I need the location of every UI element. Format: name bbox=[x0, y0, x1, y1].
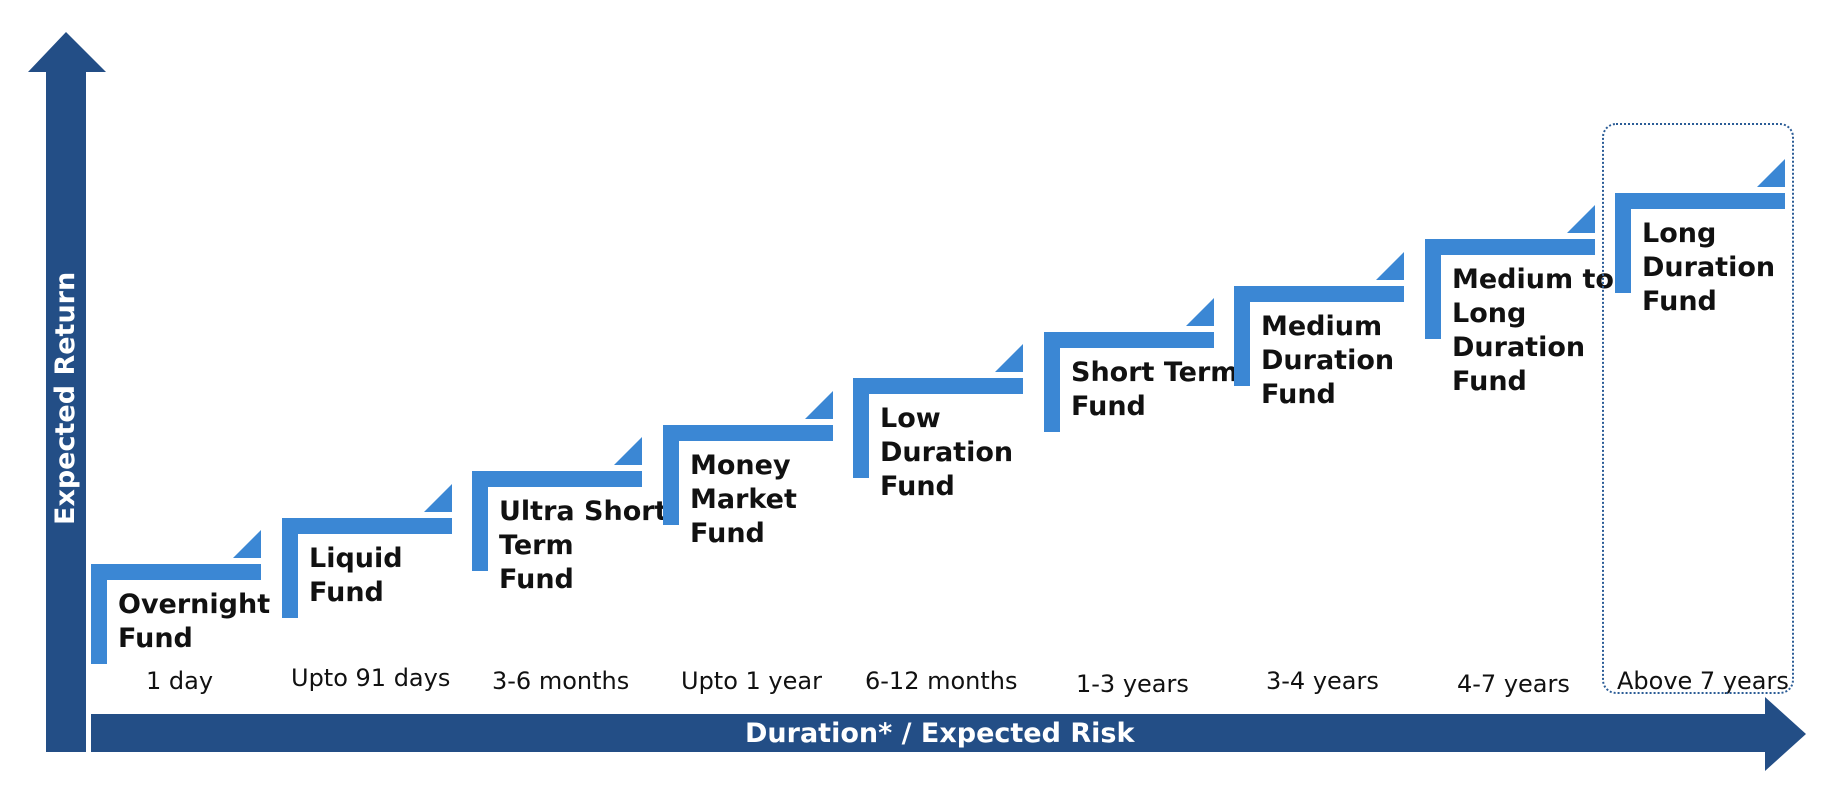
fund-name-line: Fund bbox=[880, 471, 955, 502]
step-corner-triangle bbox=[233, 530, 261, 558]
duration-label: Above 7 years bbox=[1617, 667, 1789, 695]
fund-name: Short Term Fund bbox=[1071, 356, 1238, 424]
fund-name: Liquid Fund bbox=[309, 542, 403, 610]
step-top-bar bbox=[1615, 193, 1785, 209]
step-corner-triangle bbox=[1567, 205, 1595, 233]
fund-name-line: Overnight bbox=[118, 589, 271, 620]
step-corner-triangle bbox=[1376, 252, 1404, 280]
step-corner-triangle bbox=[424, 484, 452, 512]
x-axis-arrow bbox=[91, 697, 1806, 771]
y-axis-title: Expected Return bbox=[50, 271, 81, 525]
fund-name-line: Fund bbox=[118, 623, 193, 654]
step-top-bar bbox=[282, 518, 452, 534]
fund-name: Money Market Fund bbox=[690, 449, 797, 551]
fund-name-line: Medium to bbox=[1452, 264, 1614, 295]
fund-name-line: Duration bbox=[1261, 345, 1395, 376]
fund-name-line: Fund bbox=[690, 518, 765, 549]
fund-name-line: Fund bbox=[1261, 379, 1336, 410]
step-corner-triangle bbox=[1757, 159, 1785, 187]
step-side-bar bbox=[1234, 286, 1250, 386]
fund-name-line: Duration bbox=[880, 437, 1014, 468]
duration-label: Upto 91 days bbox=[291, 664, 451, 692]
fund-name-line: Short Term bbox=[1071, 357, 1239, 388]
duration-label: 1-3 years bbox=[1076, 670, 1189, 698]
fund-name: Long Duration Fund bbox=[1642, 217, 1775, 319]
fund-name-line: Money bbox=[690, 450, 791, 481]
fund-name-line: Fund bbox=[1642, 286, 1717, 317]
fund-name-line: Long bbox=[1642, 218, 1717, 249]
duration-label: 6-12 months bbox=[865, 667, 1018, 695]
duration-label: 1 day bbox=[146, 667, 214, 695]
step-corner-triangle bbox=[805, 391, 833, 419]
y-axis-arrow bbox=[28, 32, 106, 752]
step-side-bar bbox=[663, 425, 679, 525]
duration-label: 3-4 years bbox=[1266, 667, 1379, 695]
fund-name-line: Medium bbox=[1261, 311, 1383, 342]
step-corner-triangle bbox=[1186, 298, 1214, 326]
step-side-bar bbox=[1044, 332, 1060, 432]
step-side-bar bbox=[853, 378, 869, 478]
fund-name-line: Duration bbox=[1642, 252, 1776, 283]
fund-name-line: Term bbox=[499, 530, 574, 561]
fund-name-line: Fund bbox=[499, 564, 574, 595]
step-corner-triangle bbox=[614, 437, 642, 465]
step-top-bar bbox=[663, 425, 833, 441]
step-top-bar bbox=[91, 564, 261, 580]
fund-name: Medium to Long Duration Fund bbox=[1452, 263, 1614, 399]
step-side-bar bbox=[472, 471, 488, 571]
step-corner-triangle bbox=[995, 344, 1023, 372]
fund-name: Low Duration Fund bbox=[880, 402, 1013, 504]
fund-name-line: Duration bbox=[1452, 332, 1586, 363]
duration-label: 4-7 years bbox=[1457, 670, 1570, 698]
duration-label: Upto 1 year bbox=[681, 667, 822, 695]
step-side-bar bbox=[282, 518, 298, 618]
step-top-bar bbox=[472, 471, 642, 487]
step-top-bar bbox=[1044, 332, 1214, 348]
highlight-box bbox=[1602, 123, 1794, 694]
x-axis-title: Duration* / Expected Risk bbox=[745, 718, 1135, 749]
fund-name-line: Fund bbox=[1452, 366, 1527, 397]
fund-name-line: Low bbox=[880, 403, 941, 434]
step-side-bar bbox=[1425, 239, 1441, 339]
fund-name-line: Liquid bbox=[309, 543, 403, 574]
fund-name-line: Long bbox=[1452, 298, 1527, 329]
fund-name: Overnight Fund bbox=[118, 588, 270, 656]
step-side-bar bbox=[91, 564, 107, 664]
fund-name: Medium Duration Fund bbox=[1261, 310, 1394, 412]
step-side-bar bbox=[1615, 193, 1631, 293]
duration-label: 3-6 months bbox=[492, 667, 630, 695]
step-top-bar bbox=[1425, 239, 1595, 255]
fund-name-line: Fund bbox=[309, 577, 384, 608]
fund-name-line: Fund bbox=[1071, 391, 1146, 422]
fund-name: Ultra Short Term Fund bbox=[499, 495, 667, 597]
fund-name-line: Market bbox=[690, 484, 797, 515]
step-top-bar bbox=[853, 378, 1023, 394]
fund-name-line: Ultra Short bbox=[499, 496, 668, 527]
step-top-bar bbox=[1234, 286, 1404, 302]
